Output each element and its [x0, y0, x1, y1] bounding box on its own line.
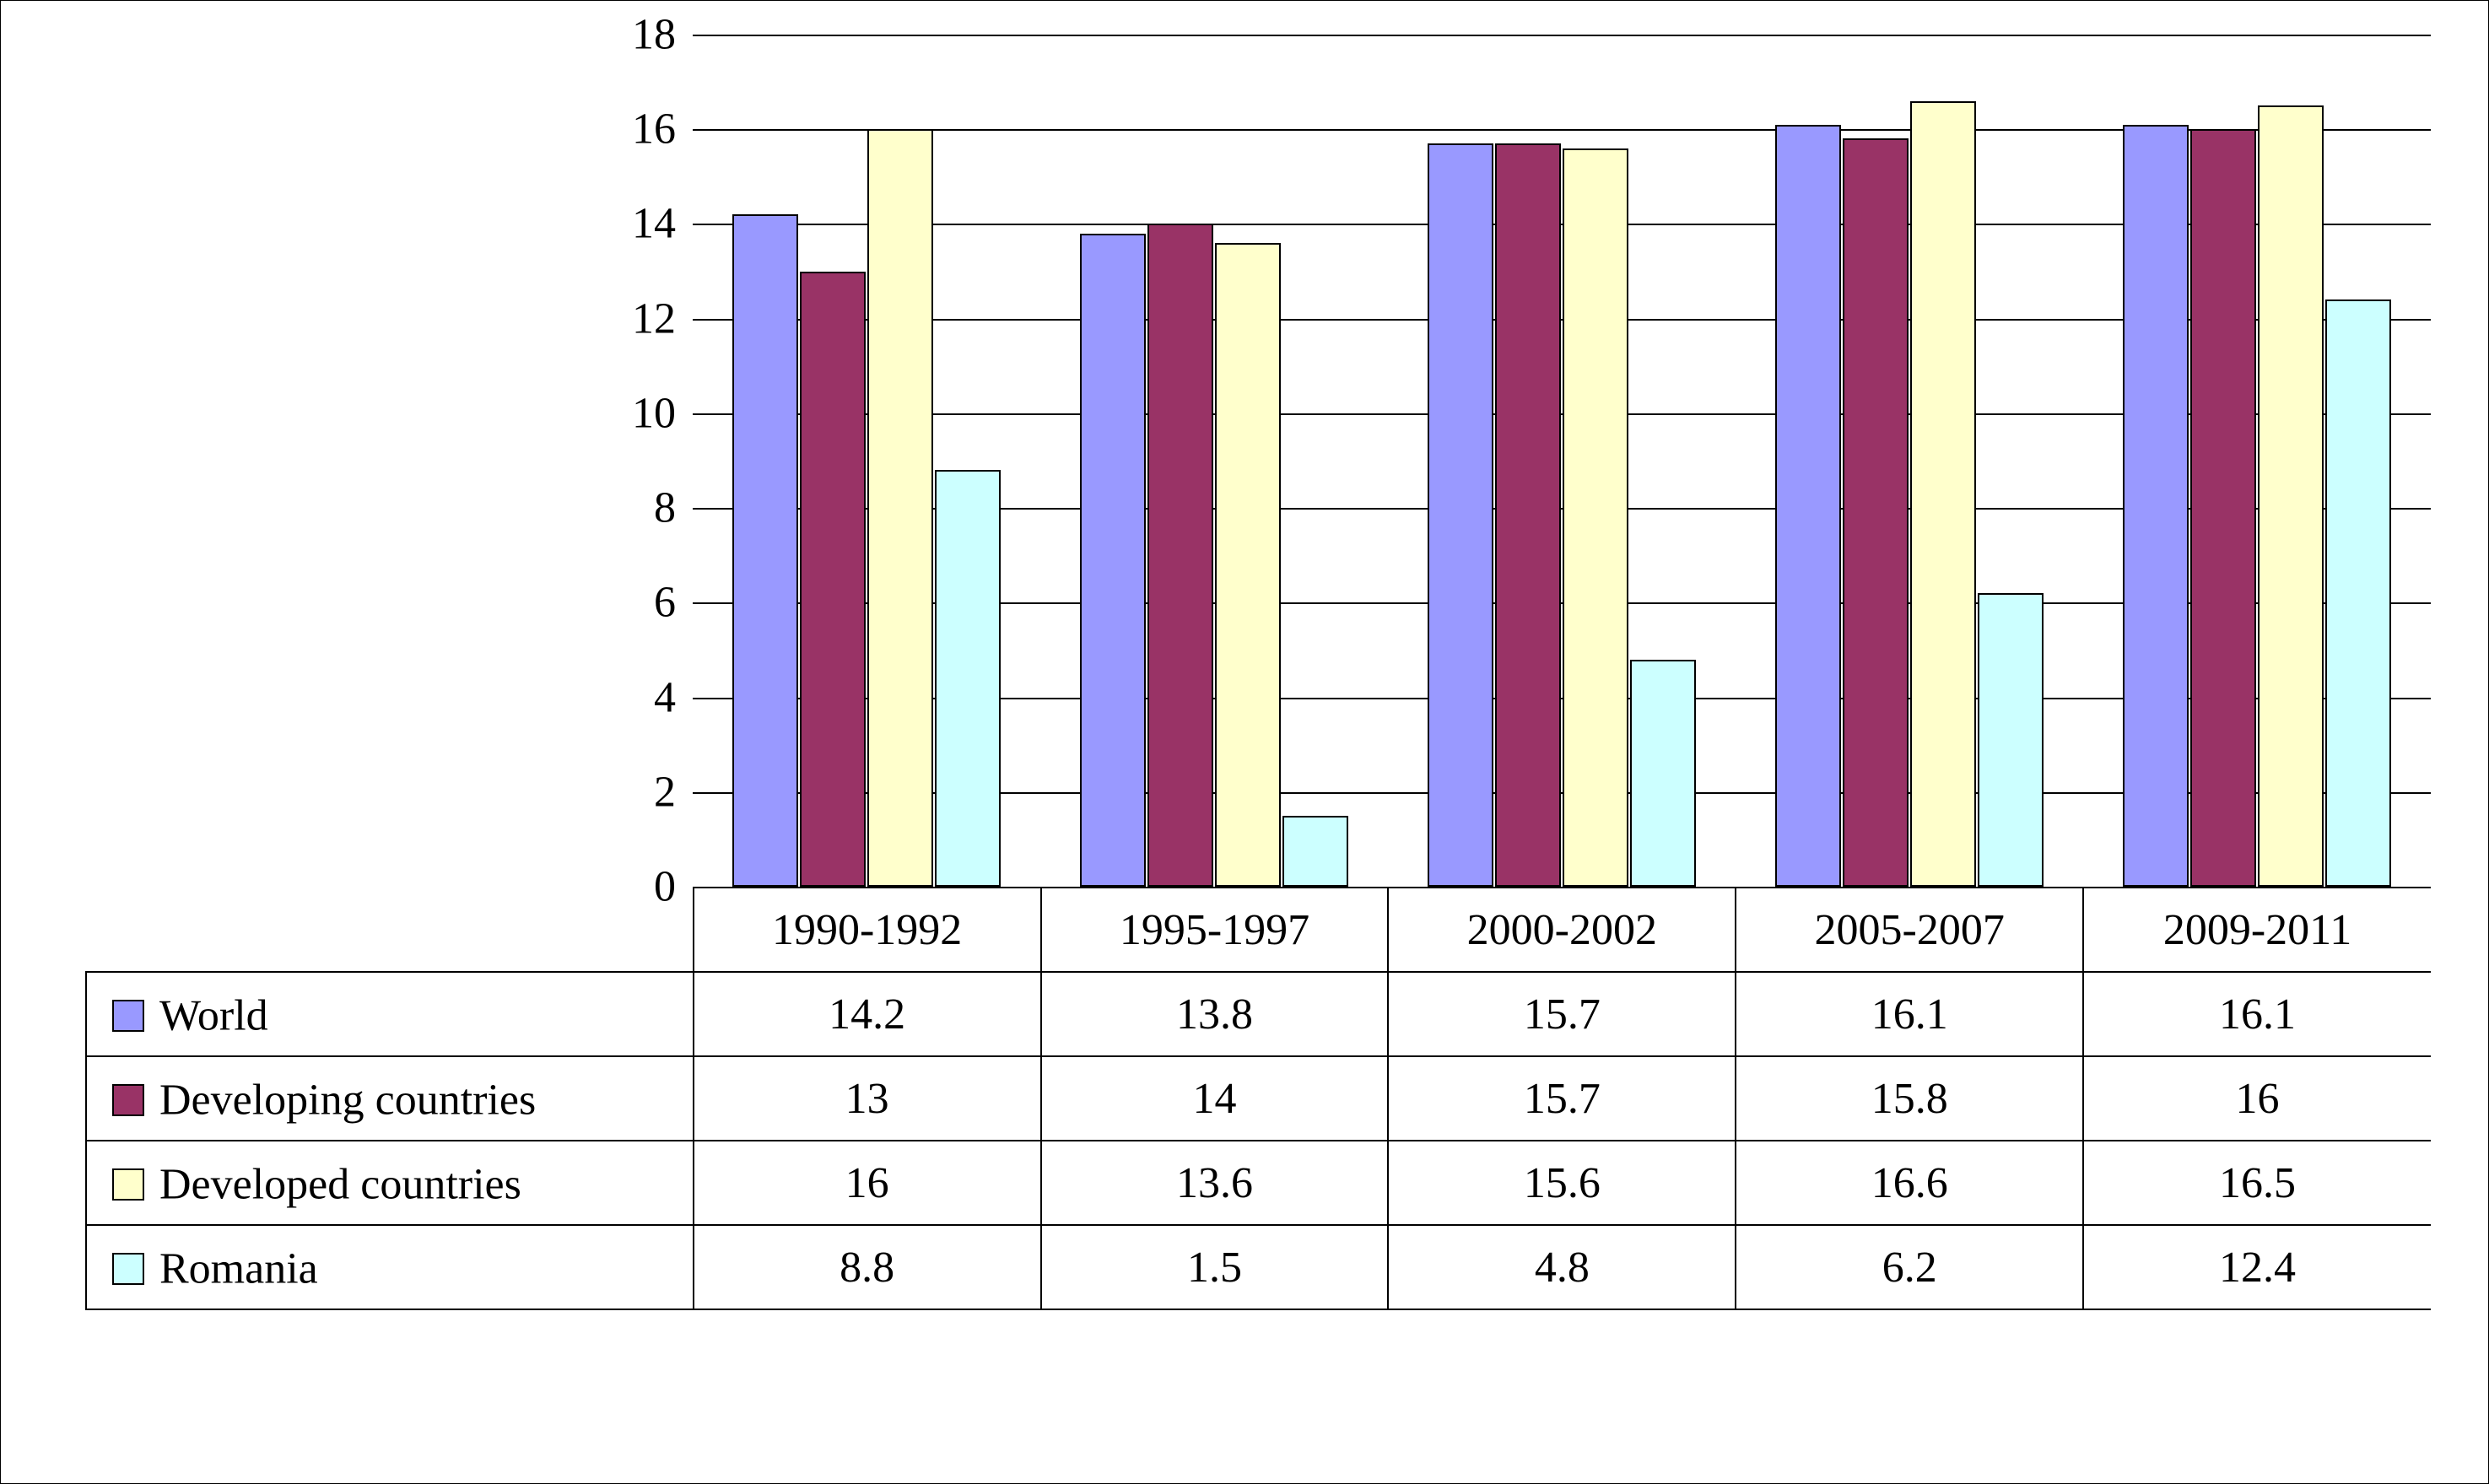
series-name-cell: World — [86, 972, 694, 1056]
data-cell: 15.7 — [1388, 972, 1736, 1056]
legend-swatch — [112, 1084, 144, 1116]
data-cell: 16.6 — [1736, 1141, 2083, 1225]
data-cell: 16.5 — [2083, 1141, 2431, 1225]
table-row: Developed countries 1613.615.616.616.5 — [86, 1141, 2431, 1225]
table-header-row: 1990-19921995-19972000-20022005-20072009… — [86, 888, 2431, 972]
series-label: World — [159, 992, 268, 1040]
legend-swatch — [112, 1000, 144, 1032]
bar — [1495, 143, 1561, 887]
bar-group — [693, 35, 1040, 887]
plot-area — [693, 35, 2431, 887]
bar — [1978, 593, 2044, 887]
bar — [1282, 816, 1348, 887]
data-cell: 8.8 — [694, 1225, 1041, 1309]
y-axis-labels: 024681012141618 — [549, 35, 676, 887]
bar-group — [1736, 35, 2083, 887]
bar — [1147, 224, 1213, 887]
series-label: Developing countries — [159, 1077, 536, 1125]
y-tick-label: 4 — [549, 672, 676, 722]
bar — [1428, 143, 1493, 887]
bar — [1775, 125, 1841, 887]
table-corner-cell — [86, 888, 694, 972]
series-name-cell: Developed countries — [86, 1141, 694, 1225]
chart-container: 024681012141618 1990-19921995-19972000-2… — [43, 35, 2448, 1452]
data-cell: 15.6 — [1388, 1141, 1736, 1225]
legend-swatch — [112, 1253, 144, 1285]
y-tick-label: 14 — [549, 199, 676, 249]
series-name-cell: Developing countries — [86, 1056, 694, 1141]
data-cell: 15.8 — [1736, 1056, 2083, 1141]
legend-swatch — [112, 1168, 144, 1201]
bar — [1563, 148, 1628, 887]
data-cell: 15.7 — [1388, 1056, 1736, 1141]
bar — [1910, 101, 1976, 887]
data-cell: 13 — [694, 1056, 1041, 1141]
category-header: 2009-2011 — [2083, 888, 2431, 972]
bar-group — [1040, 35, 1388, 887]
bar — [800, 272, 866, 887]
data-cell: 16 — [2083, 1056, 2431, 1141]
bar — [2123, 125, 2189, 887]
data-cell: 16 — [694, 1141, 1041, 1225]
bar — [935, 470, 1001, 887]
category-header: 1990-1992 — [694, 888, 1041, 972]
data-cell: 13.6 — [1041, 1141, 1389, 1225]
bar — [1080, 234, 1146, 887]
bar — [2325, 299, 2391, 887]
bar-group — [1388, 35, 1736, 887]
chart-frame: 024681012141618 1990-19921995-19972000-2… — [0, 0, 2489, 1484]
bar — [1215, 243, 1281, 887]
data-cell: 16.1 — [2083, 972, 2431, 1056]
table-row: World14.213.815.716.116.1 — [86, 972, 2431, 1056]
series-name-cell: Romania — [86, 1225, 694, 1309]
y-tick-label: 2 — [549, 767, 676, 817]
series-label: Developed countries — [159, 1161, 521, 1209]
data-cell: 14 — [1041, 1056, 1389, 1141]
y-tick-label: 6 — [549, 578, 676, 628]
bar — [867, 129, 933, 887]
category-header: 1995-1997 — [1041, 888, 1389, 972]
data-table: 1990-19921995-19972000-20022005-20072009… — [85, 887, 2431, 1310]
data-cell: 13.8 — [1041, 972, 1389, 1056]
bar — [2258, 105, 2324, 887]
data-cell: 6.2 — [1736, 1225, 2083, 1309]
y-tick-label: 8 — [549, 483, 676, 533]
data-cell: 1.5 — [1041, 1225, 1389, 1309]
table-row: Developing countries 131415.715.816 — [86, 1056, 2431, 1141]
bar — [732, 214, 798, 887]
y-tick-label: 18 — [549, 10, 676, 60]
series-label: Romania — [159, 1245, 318, 1293]
y-tick-label: 10 — [549, 388, 676, 438]
table-row: Romania 8.81.54.86.212.4 — [86, 1225, 2431, 1309]
bar-group — [2083, 35, 2431, 887]
bar — [1843, 138, 1909, 887]
y-tick-label: 16 — [549, 105, 676, 154]
data-cell: 4.8 — [1388, 1225, 1736, 1309]
y-tick-label: 12 — [549, 294, 676, 343]
data-cell: 14.2 — [694, 972, 1041, 1056]
category-header: 2005-2007 — [1736, 888, 2083, 972]
category-header: 2000-2002 — [1388, 888, 1736, 972]
bar — [1630, 660, 1696, 887]
data-cell: 12.4 — [2083, 1225, 2431, 1309]
bar — [2190, 129, 2256, 887]
data-cell: 16.1 — [1736, 972, 2083, 1056]
